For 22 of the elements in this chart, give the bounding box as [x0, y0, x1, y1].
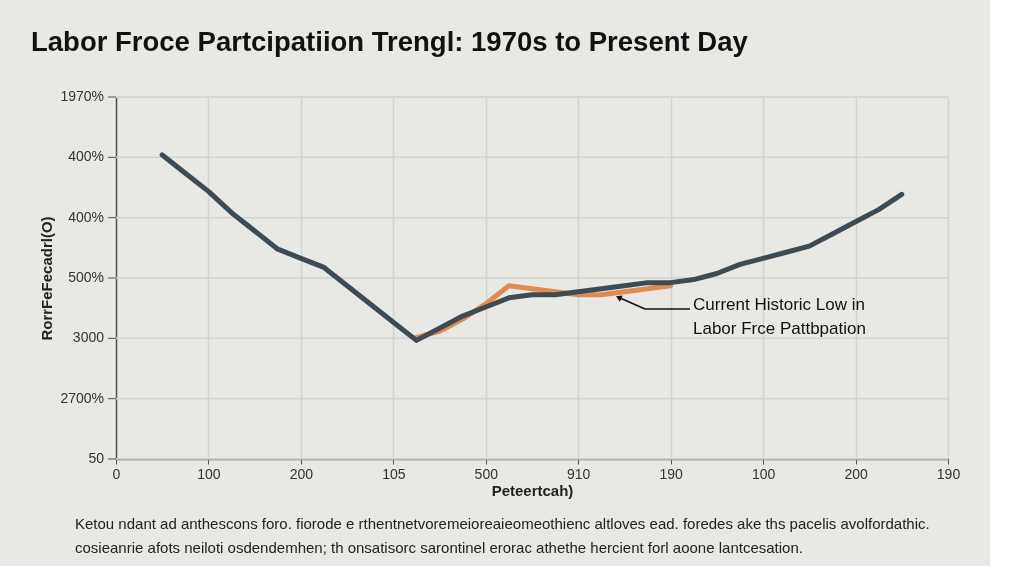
- y-axis-title: RorrFeFecadrl(O): [37, 216, 55, 341]
- x-axis-title: Peteertcah): [491, 481, 574, 499]
- annotation: Current Historic Low in Labor Frce Pattbpation: [693, 295, 866, 338]
- text: 400%: [68, 208, 104, 225]
- x-tick-label: 0: [112, 465, 121, 482]
- x-tick-label: 200: [844, 465, 868, 482]
- x-tick-label: 100: [197, 465, 221, 482]
- text: 3000: [72, 329, 105, 346]
- x-tick-label: 190: [659, 465, 684, 482]
- x-tick-label: 910: [567, 465, 591, 482]
- text: 500%: [68, 269, 104, 285]
- x-tick-label: 500: [474, 465, 499, 482]
- x-tick-label: 105: [382, 465, 406, 482]
- text: 1970%: [60, 88, 104, 104]
- chart-title: Labor Froce Partcipatiion Trengl: 1970s to Present Day: [31, 25, 749, 57]
- text: 50: [88, 450, 105, 466]
- text: Ketou ndant ad anthescons foro. fiorode e rthentnetvoremeioreaieomeothienc altloves ead. foredes ake ths pacelis avolfordathic. cosieanrie afots neiloti osdendemhen; th onsatisorc sarontinel erorac athethe hercient forl aoone lantcesation.: [75, 515, 930, 556]
- x-tick-label: 190: [936, 465, 961, 482]
- text: 400%: [68, 148, 104, 165]
- text: 2700%: [60, 389, 104, 406]
- x-tick-label: 200: [289, 465, 314, 482]
- x-tick-label: 100: [751, 465, 776, 482]
